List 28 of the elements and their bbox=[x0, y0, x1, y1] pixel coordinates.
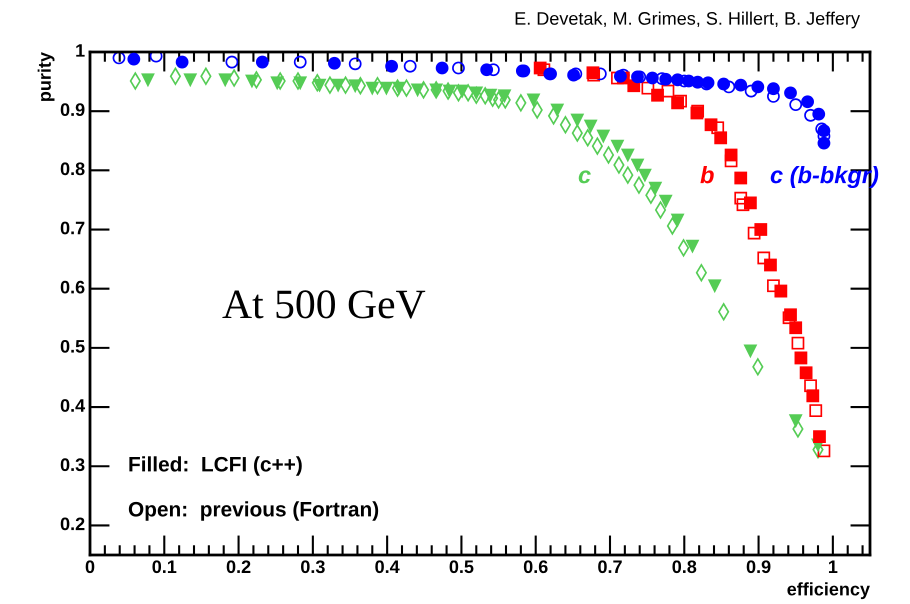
y-tick-label: 0.3 bbox=[60, 458, 84, 472]
x-tick-label: 0.1 bbox=[152, 560, 176, 574]
y-tick-label: 0.7 bbox=[60, 222, 84, 234]
y-tick-label: 0.2 bbox=[60, 517, 84, 530]
y-tick-label: 0.5 bbox=[60, 340, 85, 353]
x-tick-label: 0.5 bbox=[450, 560, 474, 574]
y-tick-label: 1 bbox=[76, 44, 85, 57]
x-tick-label: 0 bbox=[86, 560, 94, 574]
x-tick-label: 0.4 bbox=[375, 560, 400, 574]
x-tick-label: 0.7 bbox=[598, 560, 622, 574]
y-tick-label: 0.4 bbox=[60, 399, 86, 412]
annotation: Open: previous (Fortran) bbox=[128, 501, 378, 521]
x-tick-label: 0.6 bbox=[524, 560, 548, 574]
x-axis-title: efficiency bbox=[787, 582, 870, 600]
x-tick-label: 0.2 bbox=[226, 560, 250, 574]
y-tick-label: 0.9 bbox=[60, 103, 84, 116]
annotation: At 500 GeV bbox=[222, 290, 426, 319]
y-tick-label: 0.6 bbox=[60, 280, 84, 294]
series-label: c bbox=[578, 170, 591, 184]
x-tick-label: 0.8 bbox=[672, 560, 696, 574]
chart-title: E. Devetak, M. Grimes, S. Hillert, B. Jeffery bbox=[516, 12, 860, 28]
y-tick-label: 0.8 bbox=[60, 162, 85, 176]
y-axis-title: purity bbox=[38, 52, 54, 101]
x-tick-label: 0.3 bbox=[301, 560, 325, 574]
series-label: b bbox=[700, 166, 714, 184]
x-tick-label: 1 bbox=[828, 560, 838, 573]
x-tick-label: 0.9 bbox=[746, 560, 770, 574]
annotation: Filled: LCFI (c++) bbox=[129, 456, 302, 476]
